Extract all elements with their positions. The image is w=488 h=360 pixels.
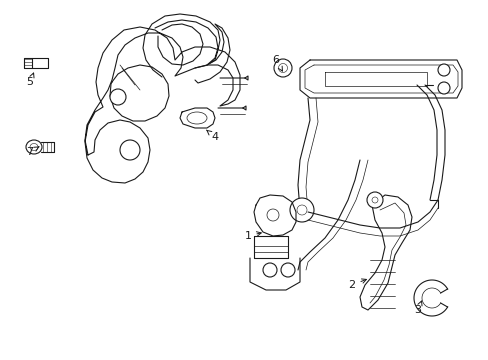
Circle shape	[120, 140, 140, 160]
Circle shape	[281, 263, 294, 277]
Circle shape	[437, 82, 449, 94]
Circle shape	[263, 263, 276, 277]
Text: 1: 1	[244, 231, 261, 241]
Ellipse shape	[26, 140, 42, 154]
Circle shape	[296, 205, 306, 215]
Circle shape	[289, 198, 313, 222]
Circle shape	[266, 209, 279, 221]
Ellipse shape	[186, 112, 206, 124]
Ellipse shape	[273, 59, 291, 77]
Text: 5: 5	[26, 73, 34, 87]
Text: 2: 2	[348, 279, 366, 290]
Ellipse shape	[278, 63, 287, 72]
Text: 4: 4	[206, 130, 218, 142]
Circle shape	[371, 197, 377, 203]
Circle shape	[366, 192, 382, 208]
Circle shape	[437, 64, 449, 76]
Text: 6: 6	[272, 55, 282, 71]
Text: 3: 3	[414, 301, 421, 315]
Circle shape	[110, 89, 126, 105]
Ellipse shape	[30, 144, 38, 150]
Text: 7: 7	[26, 147, 39, 157]
